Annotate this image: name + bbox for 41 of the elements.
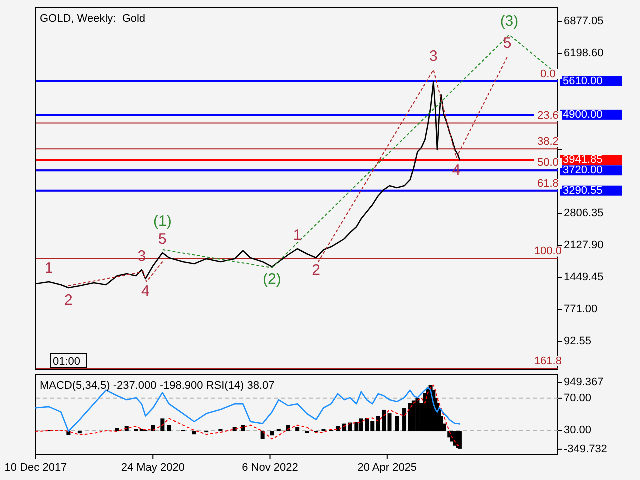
annotation: 161.8	[534, 355, 562, 368]
y-tick-label: 92.55	[564, 336, 592, 348]
x-tick-label: 6 Nov 2022	[242, 462, 298, 474]
annotation: 61.8	[537, 178, 559, 190]
annotation: 3	[430, 48, 438, 65]
annotation: 100.0	[534, 246, 562, 258]
y-tick-label: 6877.05	[564, 16, 604, 28]
x-tick-label: 20 Apr 2025	[358, 462, 418, 474]
ref-line-label: 3290.55	[563, 184, 603, 197]
annotation: 01:00	[53, 356, 81, 368]
annotation: 38.2	[537, 136, 559, 148]
y-tick-label: 949.367	[564, 376, 604, 389]
annotation: (3)	[500, 12, 519, 30]
ref-line-label: 3941.85	[563, 154, 603, 166]
y-tick-label: -349.732	[564, 443, 608, 456]
annotation: 0.0	[540, 68, 556, 80]
text: GOLD, Weekly: Gold	[40, 13, 146, 25]
annotation: (1)	[154, 212, 172, 230]
y2-tick-label: 30.00	[564, 424, 592, 437]
annotation: 1	[44, 260, 54, 277]
y-tick-label: 2806.35	[564, 208, 604, 220]
ref-line-label: 4900.00	[563, 108, 603, 121]
y-tick-label: 771.00	[564, 304, 598, 316]
annotation: 2	[64, 292, 73, 309]
annotation: 23.6	[537, 110, 559, 122]
y-tick-label: 1449.45	[564, 272, 604, 284]
y-tick-label: 2127.90	[564, 240, 604, 252]
ref-line-label: 3720.00	[563, 164, 603, 177]
y2-tick-label: 70.00	[564, 392, 592, 404]
annotation: 5	[503, 34, 512, 52]
annotation: 4	[142, 282, 150, 300]
ref-line-label: 5610.00	[563, 75, 603, 88]
y-tick-label: 6198.60	[564, 48, 604, 60]
annotation: (2)	[263, 270, 282, 288]
text: MACD(5,34,5) -237.000 -198.900 RSI(14) 38.07	[40, 380, 275, 392]
x-tick-label: 10 Dec 2017	[4, 462, 68, 474]
x-tick-label: 24 May 2020	[121, 462, 185, 474]
annotation: 2	[312, 262, 320, 279]
annotation: 1	[293, 226, 302, 244]
annotation: 5	[158, 230, 167, 248]
annotation: 50.0	[537, 157, 559, 170]
